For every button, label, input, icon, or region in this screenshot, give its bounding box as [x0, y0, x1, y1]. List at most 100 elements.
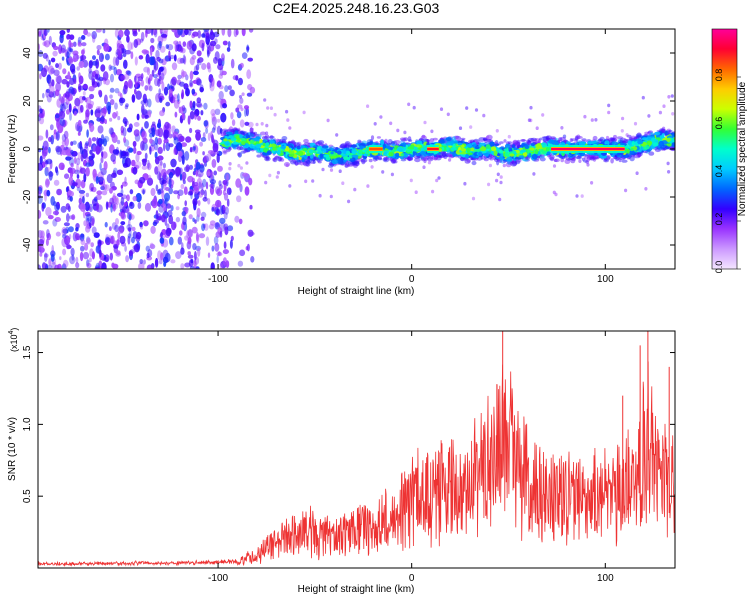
noise-blob	[182, 216, 187, 226]
signal-blob	[546, 151, 551, 155]
signal-blob	[489, 141, 495, 147]
noise-blob	[177, 189, 184, 196]
noise-blob	[163, 261, 167, 267]
noise-blob	[53, 129, 57, 135]
noise-blob	[140, 31, 145, 42]
noise-blob	[80, 239, 86, 246]
signal-blob	[480, 146, 487, 152]
noise-blob	[115, 218, 119, 225]
noise-blob	[216, 153, 220, 163]
noise-blob	[133, 122, 140, 127]
noise-blob	[151, 121, 156, 126]
noise-blob	[79, 202, 86, 212]
signal-outlier	[503, 139, 507, 143]
signal-blob	[540, 142, 547, 148]
colorbar-tick-label: 0.6	[714, 117, 724, 130]
noise-blob	[197, 173, 202, 178]
noise-blob	[146, 264, 153, 269]
noise-blob	[43, 40, 51, 48]
noise-blob	[96, 190, 103, 196]
signal-blob	[445, 142, 451, 146]
noise-blob	[44, 166, 49, 177]
noise-blob	[127, 41, 133, 51]
noise-blob	[48, 258, 52, 267]
noise-blob	[164, 216, 168, 226]
noise-blob	[75, 256, 79, 264]
noise-blob	[119, 149, 123, 159]
noise-blob	[140, 79, 144, 87]
noise-blob	[96, 106, 102, 111]
signal-blob	[308, 149, 314, 154]
noise-blob	[59, 110, 66, 120]
signal-blob	[352, 150, 356, 155]
noise-blob	[124, 157, 131, 168]
signal-outlier	[288, 126, 292, 130]
noise-blob	[181, 154, 185, 165]
signal-blob	[403, 152, 408, 158]
noise-blob	[141, 130, 147, 140]
noise-blob	[113, 66, 118, 76]
signal-blob	[654, 131, 661, 136]
noise-blob	[173, 54, 177, 62]
noise-blob	[149, 146, 152, 155]
noise-blob	[188, 214, 193, 220]
noise-blob	[90, 187, 94, 192]
y-tick-label: 40	[22, 47, 33, 59]
noise-blob	[161, 190, 165, 199]
noise-blob	[134, 88, 137, 95]
noise-blob	[227, 29, 232, 38]
noise-blob	[135, 192, 142, 203]
noise-blob	[177, 74, 182, 80]
noise-blob	[181, 92, 184, 100]
noise-blob	[192, 146, 196, 151]
noise-blob	[214, 186, 221, 195]
noise-blob	[105, 237, 111, 246]
noise-blob	[96, 117, 102, 122]
signal-blob	[471, 160, 477, 166]
colorbar-tick-label: 0.8	[714, 69, 724, 82]
noise-blob	[189, 110, 195, 120]
noise-blob	[195, 131, 202, 141]
noise-blob	[88, 257, 92, 263]
signal-outlier	[552, 164, 557, 168]
noise-blob	[61, 56, 65, 61]
signal-outlier	[409, 178, 413, 183]
signal-blob	[513, 147, 518, 151]
noise-blob	[104, 184, 110, 192]
signal-outlier	[228, 166, 232, 171]
signal-blob	[671, 142, 675, 146]
noise-blob	[247, 121, 254, 128]
noise-blob	[45, 88, 51, 93]
noise-blob	[73, 78, 77, 85]
noise-blob	[65, 91, 70, 99]
signal-outlier	[583, 114, 587, 119]
noise-blob	[195, 169, 198, 177]
signal-blob	[327, 164, 334, 168]
noise-blob	[181, 71, 187, 78]
signal-blob	[584, 154, 589, 157]
signal-blob	[610, 158, 614, 164]
noise-blob	[85, 236, 91, 244]
noise-blob	[220, 53, 225, 62]
signal-blob	[316, 146, 321, 152]
noise-blob	[50, 250, 56, 257]
signal-blob	[240, 150, 246, 154]
noise-blob	[176, 57, 184, 65]
noise-blob	[178, 150, 183, 157]
noise-blob	[210, 171, 214, 181]
signal-outlier	[273, 112, 277, 117]
noise-blob	[154, 156, 160, 165]
noise-blob	[117, 51, 122, 58]
signal-blob	[321, 147, 327, 154]
signal-outlier	[498, 197, 502, 202]
noise-blob	[119, 235, 126, 245]
spectrogram-panel: -100 0 100 -40 -20 0 20 40 Height of straight …	[7, 28, 676, 297]
noise-blob	[66, 29, 70, 33]
signal-outlier	[460, 157, 464, 161]
noise-blob	[223, 241, 227, 249]
noise-blob	[212, 143, 219, 153]
signal-blob	[576, 134, 581, 140]
signal-outlier	[439, 107, 444, 111]
noise-blob	[48, 146, 51, 154]
noise-blob	[202, 196, 208, 202]
